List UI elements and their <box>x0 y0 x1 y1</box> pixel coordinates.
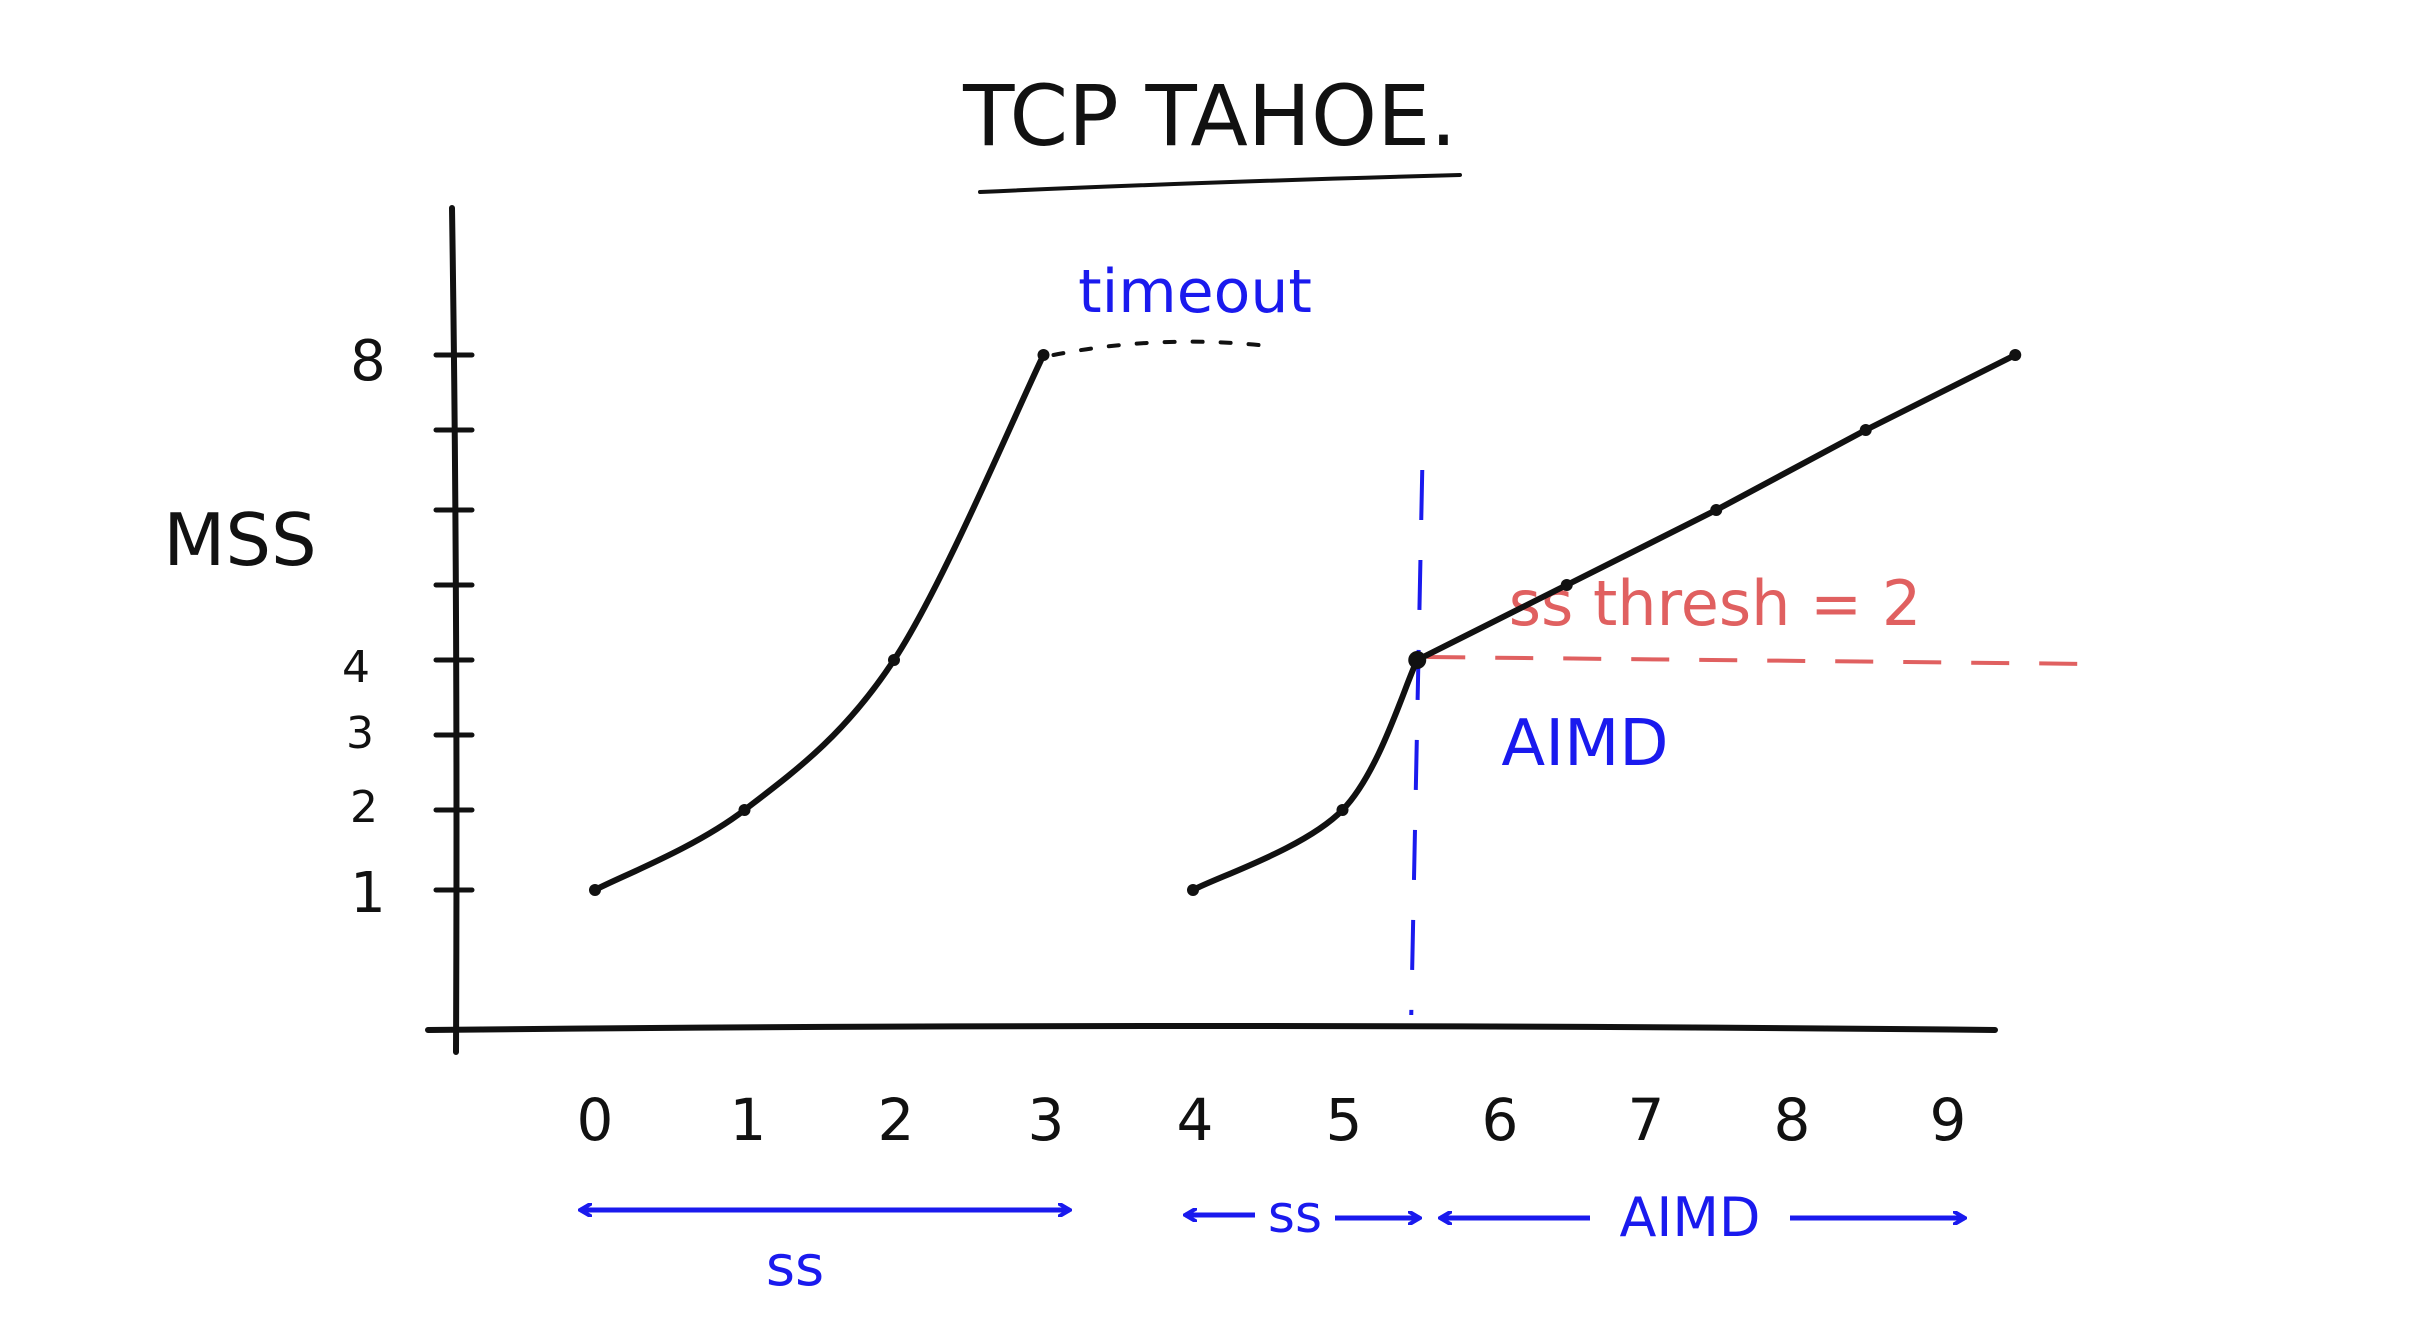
x-tick-label-4: 4 <box>1177 1086 1214 1154</box>
y-axis-label: MSS <box>163 498 317 582</box>
data-point <box>738 804 751 816</box>
x-tick-label-3: 3 <box>1028 1086 1065 1154</box>
y-tick-label-3: 3 <box>346 708 374 759</box>
phase-ss-2-label: ss <box>1268 1185 1322 1245</box>
data-point <box>589 884 601 896</box>
data-point <box>888 654 900 666</box>
x-tick-label-9: 9 <box>1930 1086 1967 1154</box>
data-point <box>1560 579 1573 591</box>
y-tick-label-1: 1 <box>350 861 386 926</box>
x-axis <box>425 1023 1998 1033</box>
phase-ss-1-label: ss <box>766 1234 824 1299</box>
data-point <box>1408 651 1427 669</box>
y-axis-tick-labels: 1 2 3 4 8 <box>342 329 386 926</box>
timeout-trail <box>1051 339 1261 357</box>
y-tick-label-8: 8 <box>350 329 386 394</box>
data-point <box>1710 504 1723 516</box>
phase-ss-2-arrow <box>1185 1215 1420 1218</box>
phase-divider-line <box>1409 469 1425 1016</box>
data-point <box>1187 884 1199 896</box>
x-axis-tick-labels: 0 1 2 3 4 5 6 7 8 9 <box>577 1086 1967 1154</box>
x-tick-label-8: 8 <box>1774 1086 1811 1154</box>
x-tick-label-6: 6 <box>1482 1086 1519 1154</box>
x-tick-label-7: 7 <box>1628 1086 1665 1154</box>
data-point <box>1859 424 1872 436</box>
aimd-label: AIMD <box>1501 707 1668 781</box>
y-tick-label-2: 2 <box>350 782 378 833</box>
title-underline <box>978 173 1462 194</box>
chart-title: TCP TAHOE. <box>962 67 1457 165</box>
y-tick-label-4: 4 <box>342 642 370 693</box>
data-points <box>589 349 2022 896</box>
phase-aimd-label: AIMD <box>1619 1186 1760 1249</box>
ssthresh-label: ss thresh = 2 <box>1509 567 1922 640</box>
data-point <box>2009 349 2022 361</box>
timeout-label: timeout <box>1078 257 1312 327</box>
ssthresh-line <box>1427 655 2096 666</box>
x-tick-label-5: 5 <box>1326 1086 1363 1154</box>
x-tick-label-0: 0 <box>577 1086 614 1154</box>
series-slow-start-1-line <box>592 352 1047 893</box>
y-axis <box>449 205 460 1055</box>
y-axis-ticks <box>433 352 475 893</box>
x-tick-label-1: 1 <box>730 1086 767 1154</box>
x-tick-label-2: 2 <box>878 1086 915 1154</box>
data-point <box>1336 804 1349 816</box>
data-point <box>1037 349 1050 361</box>
